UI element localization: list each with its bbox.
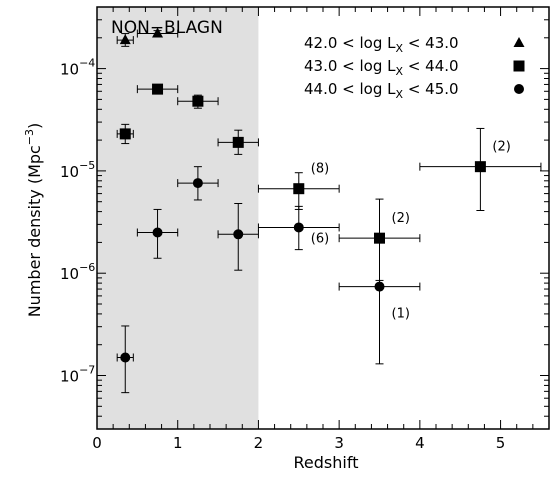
- y-axis-label-exponent: −3: [23, 129, 36, 145]
- legend-subscript: X: [396, 65, 404, 78]
- point-annotation: (8): [311, 162, 329, 177]
- legend-marker-triangle: [513, 37, 525, 47]
- shaded-region-label: NON−BLAGN: [111, 18, 223, 38]
- legend-entry-label: 43.0 < log LX < 44.0: [304, 57, 459, 78]
- y-tick-label: 10−5: [60, 159, 95, 181]
- data-point-circle: [233, 229, 244, 240]
- legend-name: 43.0 < log L: [304, 57, 396, 75]
- legend-subscript: X: [396, 88, 404, 101]
- shaded-region: [97, 7, 259, 429]
- series-triangle: [116, 27, 179, 47]
- legend-subscript: X: [396, 42, 404, 55]
- y-tick-label: 10−6: [60, 261, 95, 283]
- x-tick-label: 3: [334, 434, 344, 452]
- legend-marker-circle: [514, 84, 524, 94]
- y-tick-label: 10−7: [60, 364, 95, 386]
- x-axis-label: Redshift: [294, 453, 359, 472]
- data-point-square: [232, 136, 244, 148]
- data-point-circle: [120, 352, 131, 363]
- data-point-square: [474, 161, 486, 173]
- legend-name-tail: < 45.0: [403, 80, 459, 98]
- legend-name: 42.0 < log L: [304, 34, 396, 52]
- y-tick-label-exponent: −4: [79, 57, 95, 70]
- y-tick-label-base: 10: [60, 265, 79, 283]
- data-point-square: [192, 95, 204, 107]
- y-tick-label-exponent: −5: [79, 159, 95, 172]
- point-annotation: (1): [392, 307, 410, 322]
- data-point-triangle: [152, 27, 164, 38]
- data-point-circle: [374, 281, 385, 292]
- data-point-circle: [152, 227, 163, 238]
- x-tick-label: 4: [415, 434, 425, 452]
- x-tick-label: 1: [173, 434, 183, 452]
- x-tick-label: 2: [254, 434, 264, 452]
- legend-entry-label: 42.0 < log LX < 43.0: [304, 34, 459, 55]
- data-point-square: [293, 183, 305, 195]
- data-point-triangle: [119, 34, 131, 45]
- y-axis-label-close: ): [25, 123, 44, 129]
- legend-marker-square: [513, 60, 525, 72]
- y-axis-label-main: Number density (Mpc: [25, 145, 44, 317]
- data-point-square: [152, 83, 164, 95]
- point-annotation: (2): [492, 140, 510, 155]
- data-point-square: [119, 128, 131, 140]
- point-annotation: (6): [311, 231, 329, 246]
- legend-name: 44.0 < log L: [304, 80, 396, 98]
- x-tick-label: 5: [496, 434, 506, 452]
- y-tick-label-base: 10: [60, 163, 79, 181]
- y-tick-label: 10−4: [60, 57, 95, 79]
- plot-frame: [96, 6, 550, 430]
- y-tick-label-base: 10: [60, 368, 79, 386]
- x-tick-label: 0: [92, 434, 102, 452]
- point-annotation: (2): [392, 211, 410, 226]
- data-point-circle: [293, 222, 304, 233]
- y-tick-label-base: 10: [60, 61, 79, 79]
- legend-name-tail: < 43.0: [403, 34, 459, 52]
- legend-name-tail: < 44.0: [403, 57, 459, 75]
- data-point-circle: [192, 178, 203, 189]
- series-circle: (6) (1): [116, 166, 421, 394]
- legend-entry-label: 44.0 < log LX < 45.0: [304, 80, 459, 101]
- y-tick-label-exponent: −7: [79, 364, 95, 377]
- y-tick-label-exponent: −6: [79, 261, 95, 274]
- y-axis-label: Number density (Mpc−3): [23, 123, 44, 318]
